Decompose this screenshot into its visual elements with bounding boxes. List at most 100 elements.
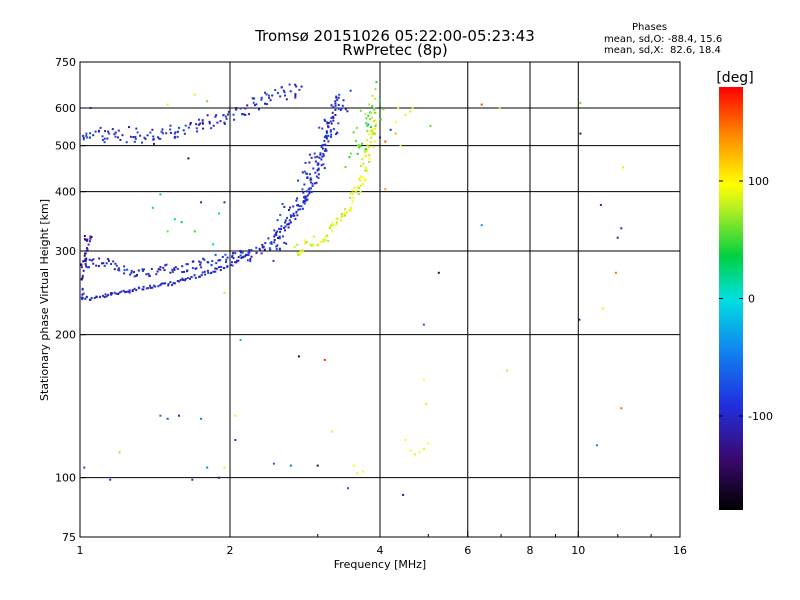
trace-point-o-lower xyxy=(131,290,134,293)
trace-point-o-lower xyxy=(147,287,149,290)
scatter-point-78 xyxy=(394,132,397,135)
trace-point-x-F2-upper xyxy=(356,152,359,155)
trace-point-o-F2 xyxy=(308,190,311,193)
trace-point-o-lower xyxy=(184,278,187,280)
trace-point-x-F2 xyxy=(341,214,344,217)
trace-point-o-F2 xyxy=(317,176,320,179)
trace-point-x-F2 xyxy=(365,154,367,157)
trace-point-o-band xyxy=(165,263,168,266)
scatter-point-9 xyxy=(173,218,176,221)
trace-point-o-F2 xyxy=(334,100,337,103)
trace-point-x-F2 xyxy=(355,190,358,193)
trace-point-o-F2 xyxy=(320,164,323,167)
scatter-point-29 xyxy=(206,466,209,469)
trace-point-o-upper xyxy=(176,135,179,138)
trace-point-o-F2-diffuse xyxy=(325,136,328,139)
trace-point-o-F2 xyxy=(320,158,323,161)
trace-point-x-F2-upper xyxy=(374,88,377,90)
trace-point-o-upper xyxy=(224,115,227,118)
trace-point-x-F2-upper xyxy=(372,120,375,123)
trace-point-o-lower xyxy=(167,284,170,287)
trace-point-o-upper xyxy=(158,137,161,140)
trace-point-o-F2-diffuse xyxy=(276,219,279,222)
y-tick-label-600: 600 xyxy=(55,102,76,115)
scatter-point-6 xyxy=(187,157,190,160)
trace-point-o-lower xyxy=(142,288,145,291)
trace-point-o-F2-diffuse xyxy=(281,203,284,205)
trace-point-o-upper xyxy=(264,102,266,105)
trace-point-o-upper xyxy=(151,128,154,131)
trace-point-x-F2-upper xyxy=(366,124,369,127)
trace-point-o-band xyxy=(173,267,176,270)
trace-point-o-band xyxy=(211,260,214,262)
trace-point-o-band xyxy=(133,271,135,274)
trace-point-o-upper xyxy=(284,94,286,97)
trace-point-x-F2 xyxy=(360,165,362,167)
trace-point-o-F2 xyxy=(327,122,330,124)
trace-point-x-F2 xyxy=(351,200,354,203)
trace-point-o-upper xyxy=(269,99,272,102)
trace-point-o-F2 xyxy=(283,226,286,229)
trace-point-x-F2 xyxy=(336,221,339,224)
trace-point-x-F2-upper xyxy=(361,142,364,145)
trace-point-o-F2-diffuse xyxy=(302,191,305,194)
trace-point-o-upper xyxy=(195,123,198,126)
trace-point-o-low-freq xyxy=(85,249,88,252)
trace-point-o-F2 xyxy=(309,181,312,184)
trace-point-o-band xyxy=(231,254,234,257)
trace-point-x-F2 xyxy=(322,238,325,241)
trace-point-o-lower xyxy=(149,286,152,289)
trace-point-o-lower xyxy=(172,282,175,285)
scatter-point-18 xyxy=(239,338,242,341)
trace-point-o-upper xyxy=(85,134,88,137)
trace-point-o-lower xyxy=(236,259,238,262)
trace-point-o-lower xyxy=(102,294,104,297)
x-axis-label: Frequency [MHz] xyxy=(334,558,426,571)
trace-point-x-F2-upper xyxy=(371,105,374,108)
trace-point-o-low-freq xyxy=(81,274,84,277)
trace-point-o-lower xyxy=(171,284,174,287)
trace-point-x-F2 xyxy=(366,169,369,172)
trace-point-o-upper xyxy=(219,120,222,123)
scatter-point-13 xyxy=(212,243,215,246)
trace-point-o-band xyxy=(226,256,229,259)
trace-point-o-upper xyxy=(152,135,155,138)
trace-point-o-low-freq xyxy=(84,252,86,255)
trace-point-o-lower xyxy=(198,275,201,278)
trace-point-o-upper xyxy=(82,134,85,137)
trace-point-o-lower xyxy=(182,279,185,281)
trace-point-o-upper xyxy=(89,132,92,135)
trace-point-x-F2 xyxy=(368,157,371,160)
scatter-point-30 xyxy=(217,476,220,479)
trace-point-o-lower xyxy=(223,267,226,270)
trace-point-o-F2 xyxy=(323,150,326,152)
trace-point-o-band xyxy=(126,268,129,271)
trace-point-o-upper xyxy=(161,128,164,131)
trace-point-o-F2 xyxy=(317,173,320,176)
trace-point-o-F2 xyxy=(316,169,319,172)
trace-point-o-lower xyxy=(200,274,203,277)
trace-point-o-upper xyxy=(173,132,176,135)
trace-point-o-upper xyxy=(294,83,297,86)
trace-point-o-F2-diffuse xyxy=(305,172,308,175)
trace-point-o-F2 xyxy=(255,251,258,254)
trace-point-o-low-freq xyxy=(88,240,91,243)
trace-point-o-lower xyxy=(89,298,92,301)
x-tick-label-2: 2 xyxy=(227,544,234,557)
trace-point-o-F2-diffuse xyxy=(316,163,319,166)
trace-point-o-upper xyxy=(258,108,260,111)
scatter-point-51 xyxy=(422,323,425,326)
trace-point-o-F2 xyxy=(299,208,302,211)
trace-point-x-F2 xyxy=(327,240,330,242)
trace-point-o-F2 xyxy=(334,114,337,116)
trace-point-o-F2 xyxy=(249,258,252,261)
y-tick-label-750: 750 xyxy=(55,56,76,69)
trace-point-o-F2-diffuse xyxy=(322,163,325,166)
trace-point-o-F2-diffuse xyxy=(278,248,281,251)
trace-point-o-upper xyxy=(244,114,247,116)
trace-point-x-F2-upper xyxy=(355,140,357,143)
trace-point-o-band xyxy=(102,262,105,265)
trace-point-o-band xyxy=(155,273,158,276)
trace-point-o-F2-diffuse xyxy=(304,161,307,164)
y-axis-label: Stationary phase Virtual Height [km] xyxy=(38,199,51,401)
